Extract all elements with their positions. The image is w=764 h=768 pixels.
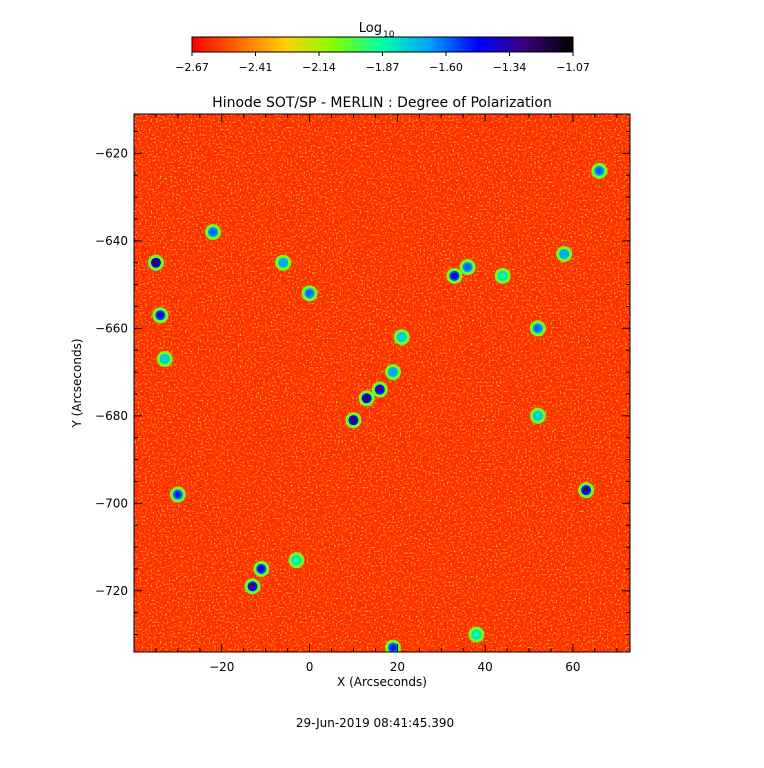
x-axis-label: X (Arcseconds) — [337, 675, 427, 689]
colorbar-bar — [191, 36, 574, 53]
feature-core — [258, 565, 265, 572]
feature-core — [534, 412, 541, 419]
feature-core — [280, 259, 287, 266]
feature-core — [464, 264, 471, 271]
feature-core — [293, 557, 300, 564]
x-axis: −20 0 20 40 60 — [155, 114, 618, 674]
feature-core — [249, 583, 256, 590]
feature-core — [350, 417, 357, 424]
feature-core — [534, 325, 541, 332]
colorbar-tick-label: −1.87 — [366, 61, 400, 74]
feature-core — [174, 491, 181, 498]
y-tick-label: −620 — [95, 146, 128, 160]
feature-core — [561, 250, 568, 257]
x-tick-label: −20 — [209, 660, 234, 674]
colorbar-label-subscript: 10 — [383, 30, 395, 40]
colorbar-tick-label: −1.07 — [556, 61, 590, 74]
colorbar: Log 10 −2.67 −2.41 −2.14 −1.87 −1.60 −1.34 −1.… — [175, 21, 590, 74]
feature-core — [389, 644, 396, 651]
colorbar-tick-label: −1.60 — [429, 61, 463, 74]
colorbar-label: Log — [359, 21, 382, 36]
x-tick-label: 0 — [306, 660, 314, 674]
feature-core — [583, 487, 590, 494]
feature-core — [157, 312, 164, 319]
feature-core — [596, 167, 603, 174]
y-axis: −620 −640 −660 −680 −700 −720 — [95, 130, 630, 636]
y-tick-label: −680 — [95, 409, 128, 423]
colorbar-tick-label: −2.14 — [302, 61, 336, 74]
heatmap-features — [147, 162, 608, 652]
y-tick-label: −660 — [95, 321, 128, 335]
feature-core — [363, 395, 370, 402]
x-tick-label: 60 — [565, 660, 580, 674]
colorbar-tick-label: −2.41 — [239, 61, 273, 74]
y-axis-label: Y (Arcseconds) — [70, 338, 84, 428]
feature-core — [306, 290, 313, 297]
y-tick-label: −640 — [95, 234, 128, 248]
feature-core — [473, 631, 480, 638]
y-tick-label: −720 — [95, 584, 128, 598]
feature-core — [210, 229, 217, 236]
colorbar-tick-label: −1.34 — [493, 61, 527, 74]
colorbar-ticks: −2.67 −2.41 −2.14 −1.87 −1.60 −1.34 −1.07 — [175, 52, 590, 74]
feature-core — [161, 355, 168, 362]
heatmap-image — [134, 114, 630, 652]
x-tick-label: 40 — [478, 660, 493, 674]
colorbar-tick-label: −2.67 — [175, 61, 209, 74]
chart-title: Hinode SOT/SP - MERLIN : Degree of Polar… — [212, 95, 552, 111]
feature-core — [152, 259, 159, 266]
feature-core — [376, 386, 383, 393]
feature-core — [451, 272, 458, 279]
feature-core — [499, 272, 506, 279]
plot-frame — [133, 113, 631, 653]
x-tick-label: 20 — [390, 660, 405, 674]
feature-core — [389, 369, 396, 376]
y-tick-label: −700 — [95, 496, 128, 510]
timestamp: 29-Jun-2019 08:41:45.390 — [296, 716, 454, 730]
feature-core — [398, 334, 405, 341]
